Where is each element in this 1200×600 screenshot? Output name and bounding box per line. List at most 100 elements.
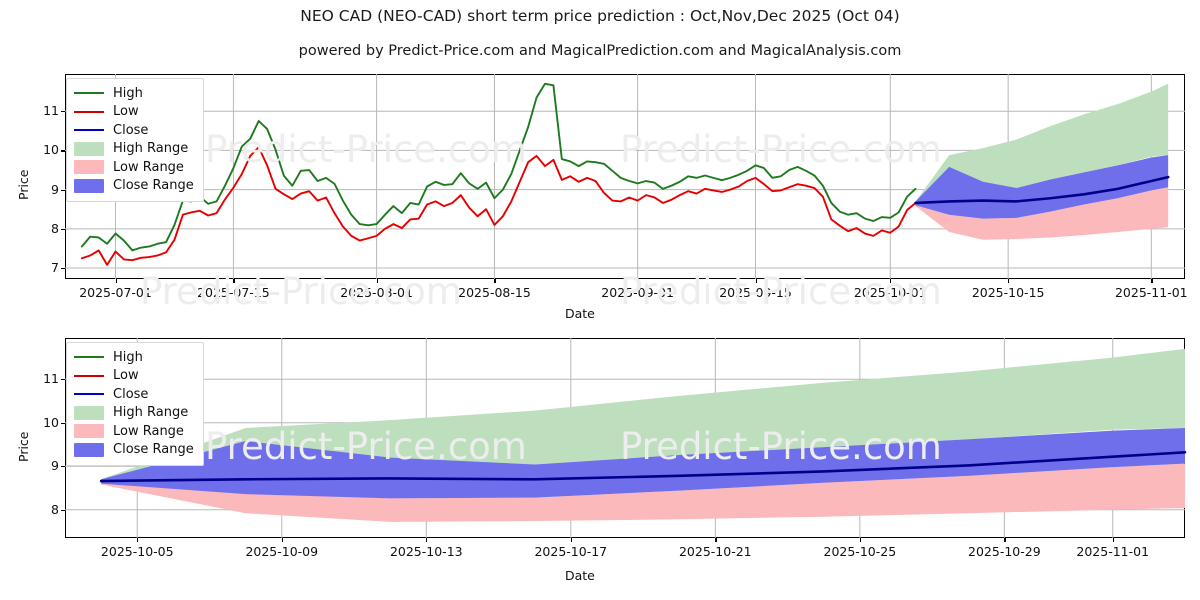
x-tick-label: 2025-10-25 [823, 544, 897, 559]
page-subtitle: powered by Predict-Price.com and Magical… [298, 43, 902, 59]
y-tick-mark [61, 466, 65, 468]
legend-item-close-range: Close Range [74, 177, 194, 196]
y-tick-label: 9 [51, 181, 59, 197]
y-tick-mark [61, 150, 65, 152]
legend-label: Close [113, 386, 149, 402]
legend-label: Close [113, 122, 149, 138]
legend-swatch-line [74, 105, 104, 119]
x-tick-mark [426, 538, 428, 542]
x-tick-mark [637, 279, 639, 283]
legend-swatch-band [74, 424, 104, 439]
legend-label: Low [113, 368, 139, 384]
high-range-band [915, 83, 1169, 203]
legend-label: Close Range [113, 178, 194, 194]
detail-legend: High Low Close High Range Low Range Close Ran… [66, 342, 204, 466]
x-tick-mark [115, 279, 117, 283]
x-tick-mark [137, 538, 139, 542]
x-tick-label: 2025-08-01 [340, 285, 413, 300]
x-tick-label: 2025-10-29 [968, 544, 1041, 559]
x-tick-label: 2025-09-01 [601, 285, 674, 300]
high-line [80, 82, 917, 252]
x-tick-mark [233, 279, 235, 283]
detail-x-axis-label: Date [565, 568, 595, 583]
legend-label: Low [113, 104, 139, 120]
x-tick-mark [1112, 538, 1114, 542]
x-tick-label: 2025-10-21 [678, 544, 752, 559]
legend-swatch-line [74, 387, 104, 401]
close-range-band [101, 428, 1185, 499]
overview-y-axis-label: Price [16, 169, 31, 201]
x-tick-label: 2025-10-15 [971, 285, 1045, 300]
x-tick-mark [715, 538, 717, 542]
legend-item-high-range: High Range [74, 404, 194, 423]
legend-swatch-band [74, 405, 104, 420]
legend-swatch-band [74, 160, 104, 175]
x-tick-mark [1151, 279, 1153, 283]
legend-item-high: High [74, 348, 194, 367]
close-line [99, 451, 1187, 483]
y-tick-mark [61, 268, 65, 270]
legend-item-close: Close [74, 385, 194, 404]
x-tick-label: 2025-07-15 [197, 285, 270, 300]
high-range-band [101, 348, 1185, 482]
detail-chart-panel [65, 338, 1187, 538]
x-tick-label: 2025-10-05 [100, 544, 174, 559]
y-tick-label: 8 [51, 501, 59, 517]
x-tick-label: 2025-09-15 [719, 285, 792, 300]
legend-label: Low Range [113, 423, 184, 439]
legend-swatch-line [74, 369, 104, 383]
legend-label: High Range [113, 141, 189, 157]
overview-chart-panel [65, 74, 1185, 279]
legend-item-close: Close [74, 121, 194, 140]
legend-item-low-range: Low Range [74, 422, 194, 441]
y-tick-mark [61, 379, 65, 381]
legend-swatch-band [74, 442, 104, 457]
low-line [80, 146, 917, 266]
detail-y-axis-label: Price [16, 431, 31, 463]
y-tick-mark [61, 422, 65, 424]
x-tick-label: 2025-08-15 [458, 285, 531, 300]
legend-item-high: High [74, 84, 194, 103]
x-tick-label: 2025-11-01 [1076, 544, 1150, 559]
legend-item-close-range: Close Range [74, 441, 194, 460]
x-tick-mark [1004, 538, 1006, 542]
x-tick-mark [570, 538, 572, 542]
close-line [914, 175, 1170, 205]
legend-item-low-range: Low Range [74, 158, 194, 177]
overview-plot-svg [65, 74, 1185, 279]
x-tick-label: 2025-10-17 [534, 544, 608, 559]
y-tick-mark [61, 509, 65, 511]
close-range-band [915, 155, 1169, 219]
legend-swatch-line [74, 86, 104, 100]
x-tick-mark [281, 538, 283, 542]
low-range-band [915, 187, 1169, 240]
legend-item-low: Low [74, 367, 194, 386]
y-tick-mark [61, 189, 65, 191]
y-tick-label: 7 [51, 260, 59, 276]
x-tick-label: 2025-11-01 [1114, 285, 1188, 300]
x-tick-label: 2025-10-13 [389, 544, 463, 559]
detail-plot-svg [65, 338, 1187, 538]
legend-swatch-band [74, 141, 104, 156]
x-tick-mark [890, 279, 892, 283]
x-tick-mark [376, 279, 378, 283]
y-tick-label: 8 [51, 220, 59, 236]
legend-swatch-band [74, 178, 104, 193]
y-tick-mark [61, 111, 65, 113]
legend-label: Close Range [113, 442, 194, 458]
legend-item-low: Low [74, 103, 194, 122]
overview-x-axis-label: Date [565, 306, 595, 321]
x-tick-label: 2025-10-09 [245, 544, 319, 559]
legend-label: High Range [113, 405, 189, 421]
x-tick-label: 2025-07-01 [79, 285, 152, 300]
y-tick-mark [61, 228, 65, 230]
x-tick-mark [859, 538, 862, 542]
legend-label: High [113, 349, 143, 365]
overview-legend: High Low Close High Range Low Range Close Ran… [66, 78, 204, 202]
y-tick-label: 10 [43, 414, 59, 430]
y-tick-label: 10 [43, 142, 59, 158]
legend-label: Low Range [113, 159, 184, 175]
legend-swatch-line [74, 123, 104, 137]
x-tick-mark [1008, 279, 1010, 283]
